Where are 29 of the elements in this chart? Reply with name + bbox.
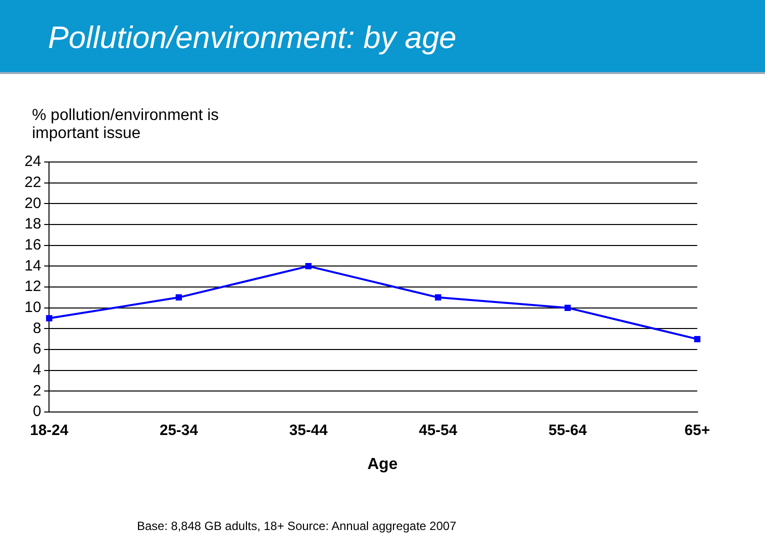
point <box>434 294 442 301</box>
y-tick-label: 24 <box>24 153 42 170</box>
x-axis-title: Age <box>366 456 399 474</box>
y-tick-label: 14 <box>24 257 42 274</box>
point <box>46 315 52 322</box>
point <box>176 294 182 301</box>
x-tick-label: 25-34 <box>160 422 199 440</box>
y-tick-label: 18 <box>24 216 42 233</box>
y-axis-title: % pollution/environment is important issue <box>32 107 220 143</box>
y-tick-label: 12 <box>24 278 42 296</box>
y-tick-label: 2 <box>32 382 42 400</box>
point <box>305 263 312 270</box>
y-tick-label: 8 <box>32 320 42 337</box>
y-tick-label: 22 <box>24 174 42 191</box>
y-tick-label: 0 <box>32 403 42 420</box>
x-tick-label: 55-64 <box>548 422 588 440</box>
y-tick-label: 16 <box>24 236 42 254</box>
point <box>564 304 571 311</box>
y-tick-label: 10 <box>24 298 42 316</box>
x-tick-label: 45-54 <box>418 422 458 440</box>
x-tick-label: 18-24 <box>30 422 70 440</box>
y-tick-label: 4 <box>32 361 42 378</box>
y-tick-label: 6 <box>32 340 42 358</box>
x-tick-label: 65+ <box>684 422 710 440</box>
x-tick-label: 35-44 <box>289 422 328 440</box>
point <box>694 336 700 342</box>
text: Base: 8,848 GB adults, 18+ Source: Annual aggregate 2007 <box>137 519 456 533</box>
chart-title: Pollution/environment: by age <box>48 20 456 56</box>
y-tick-label: 20 <box>24 194 42 212</box>
